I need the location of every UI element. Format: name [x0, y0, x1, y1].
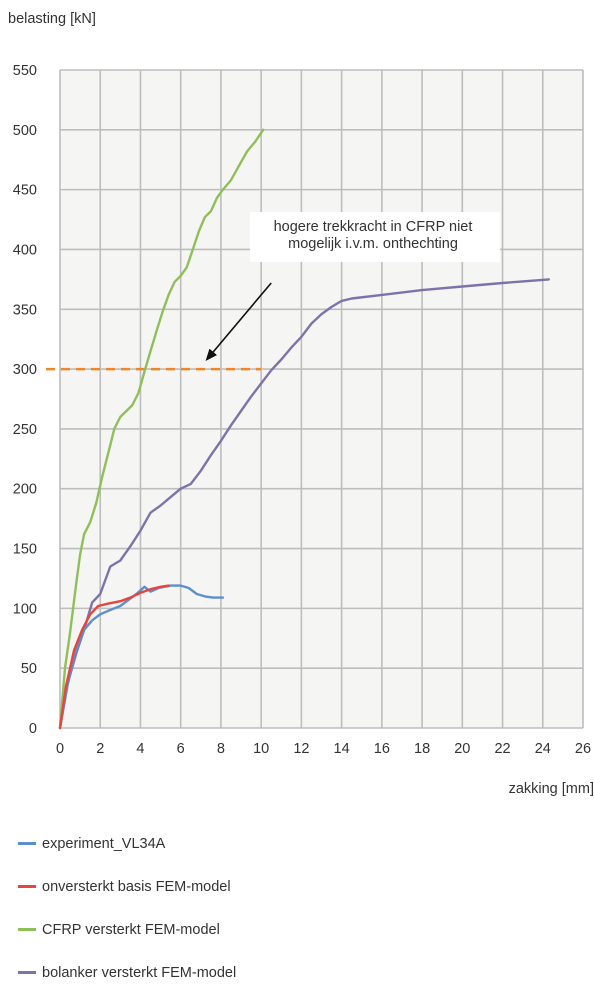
x-tick-label: 2	[96, 741, 104, 757]
x-tick-label: 4	[136, 741, 144, 757]
x-tick-label: 18	[414, 741, 430, 757]
series-line-3	[58, 278, 550, 730]
y-tick-label: 400	[13, 242, 37, 258]
series-line-2	[58, 128, 265, 730]
legend-item: onversterkt basis FEM-model	[18, 865, 578, 908]
legend-item: experiment_VL34A	[18, 822, 578, 865]
x-tick-label: 12	[293, 741, 309, 757]
legend-label: experiment_VL34A	[42, 835, 166, 852]
x-tick-label: 20	[454, 741, 470, 757]
annotation-text-line: hogere trekkracht in CFRP niet	[274, 219, 473, 235]
series-line-0	[58, 584, 225, 730]
legend-label: bolanker versterkt FEM-model	[42, 964, 237, 981]
x-tick-label: 22	[494, 741, 510, 757]
x-tick-label: 6	[177, 741, 185, 757]
x-tick-label: 8	[217, 741, 225, 757]
grid	[59, 69, 584, 729]
y-tick-label: 100	[13, 601, 37, 617]
x-tick-label: 0	[56, 741, 64, 757]
legend-swatch	[18, 928, 36, 931]
series-group	[58, 128, 550, 730]
legend: experiment_VL34A onversterkt basis FEM-mo…	[18, 822, 578, 994]
legend-item: CFRP versterkt FEM-model	[18, 908, 578, 951]
legend-swatch	[18, 885, 36, 888]
legend-item: bolanker versterkt FEM-model	[18, 951, 578, 994]
annotation-text-line: mogelijk i.v.m. onthechting	[288, 236, 458, 252]
x-axis-title: zakking [mm]	[509, 781, 594, 797]
x-tick-label: 26	[575, 741, 591, 757]
legend-label: CFRP versterkt FEM-model	[42, 921, 220, 938]
y-tick-label: 550	[13, 63, 37, 79]
y-tick-label: 450	[13, 183, 37, 199]
y-tick-label: 150	[13, 542, 37, 558]
legend-swatch	[18, 842, 36, 845]
y-tick-label: 250	[13, 422, 37, 438]
annotation-arrow	[205, 282, 272, 362]
plot-area	[60, 70, 583, 728]
annotation-box	[250, 212, 500, 262]
legend-swatch	[18, 971, 36, 974]
x-tick-label: 24	[535, 741, 551, 757]
y-tick-label: 50	[21, 661, 37, 677]
x-tick-label: 14	[334, 741, 350, 757]
y-tick-label: 300	[13, 362, 37, 378]
x-tick-label: 16	[374, 741, 390, 757]
y-tick-label: 0	[29, 721, 37, 737]
x-tick-label: 10	[253, 741, 269, 757]
legend-label: onversterkt basis FEM-model	[42, 878, 231, 895]
y-axis-title: belasting [kN]	[8, 11, 96, 27]
y-tick-label: 500	[13, 123, 37, 139]
y-tick-label: 350	[13, 302, 37, 318]
series-line-1	[58, 584, 170, 730]
y-tick-label: 200	[13, 482, 37, 498]
